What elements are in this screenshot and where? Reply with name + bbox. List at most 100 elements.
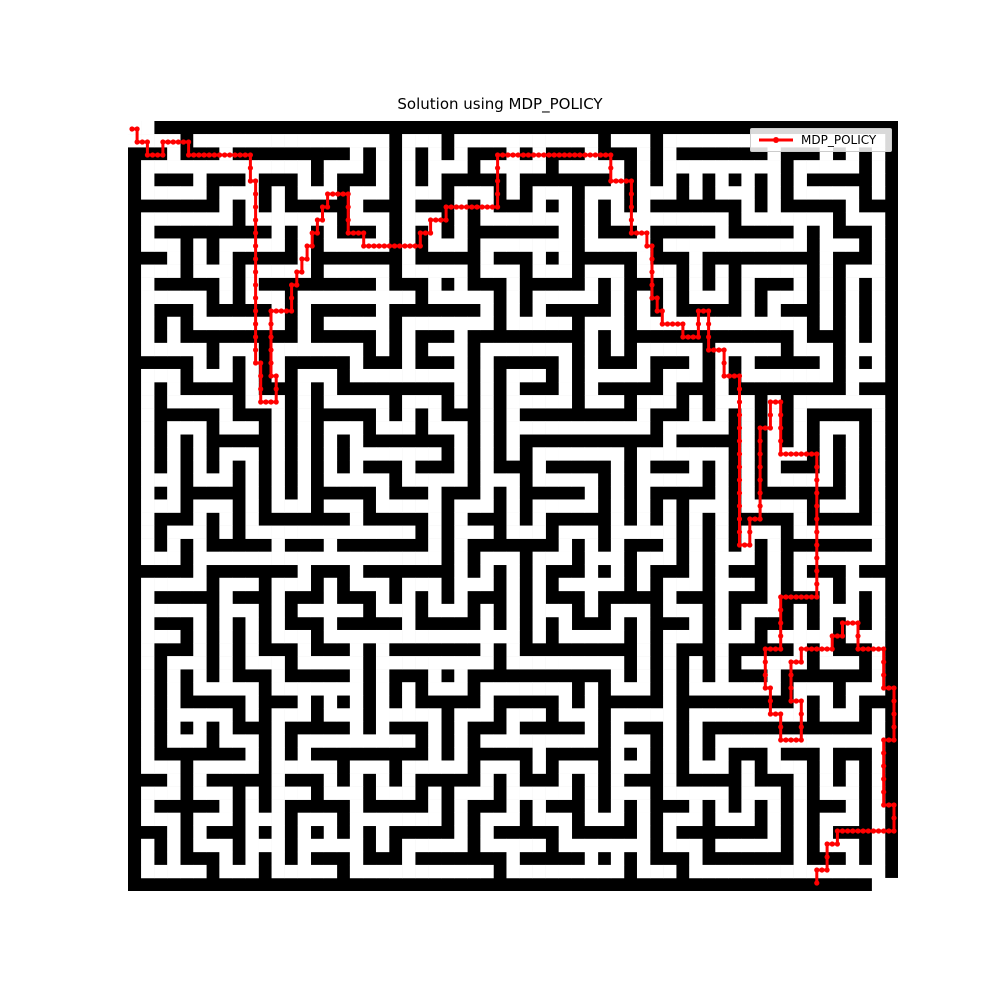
maze-open-cell xyxy=(845,499,860,513)
maze-open-cell xyxy=(402,760,416,774)
path-point xyxy=(186,139,192,145)
maze-open-cell xyxy=(858,577,873,592)
maze-open-cell xyxy=(754,838,768,853)
maze-open-cell xyxy=(806,368,820,383)
maze-open-cell xyxy=(636,864,651,879)
maze-open-cell xyxy=(610,486,625,500)
maze-open-cell xyxy=(819,238,834,252)
maze-open-cell xyxy=(336,342,351,357)
maze-open-cell xyxy=(206,786,220,800)
maze-open-cell xyxy=(689,669,703,683)
maze-open-cell xyxy=(506,447,520,461)
maze-open-cell xyxy=(610,812,625,827)
maze-open-cell xyxy=(245,695,259,709)
path-point xyxy=(891,724,897,730)
maze-open-cell xyxy=(349,525,364,539)
maze-open-cell xyxy=(180,421,194,435)
path-point xyxy=(386,243,392,249)
maze-open-cell xyxy=(193,447,207,461)
maze-open-cell xyxy=(650,525,664,539)
path-point xyxy=(474,204,480,210)
path-point xyxy=(572,152,578,158)
path-point xyxy=(788,685,794,691)
maze-open-cell xyxy=(245,812,259,827)
maze-open-cell xyxy=(441,473,455,487)
maze-open-cell xyxy=(689,134,703,148)
path-point xyxy=(582,152,588,158)
path-point xyxy=(155,152,161,158)
maze-open-cell xyxy=(532,590,546,605)
maze-open-cell xyxy=(506,303,520,318)
maze-open-cell xyxy=(584,851,599,866)
maze-open-cell xyxy=(141,225,155,239)
maze-open-cell xyxy=(428,669,442,683)
chart-title: Solution using MDP_POLICY xyxy=(397,95,603,113)
maze-open-cell xyxy=(584,629,599,644)
maze-open-cell xyxy=(858,629,873,644)
maze-open-cell xyxy=(323,708,338,722)
path-point xyxy=(428,230,434,236)
maze-open-cell xyxy=(375,525,390,539)
maze-open-cell xyxy=(519,838,533,853)
maze-open-cell xyxy=(715,499,729,513)
maze-open-cell xyxy=(636,303,651,318)
maze-open-cell xyxy=(154,264,168,278)
maze-open-cell xyxy=(636,368,651,383)
maze-open-cell xyxy=(232,160,246,174)
maze-open-cell xyxy=(689,812,703,827)
maze-open-cell xyxy=(193,251,207,265)
maze-open-cell xyxy=(193,186,207,200)
path-point xyxy=(757,438,763,444)
maze-open-cell xyxy=(141,486,155,500)
maze-open-cell xyxy=(519,134,533,148)
path-point xyxy=(773,711,779,717)
path-point xyxy=(860,828,866,834)
maze-open-cell xyxy=(297,473,312,487)
maze-open-cell xyxy=(806,682,820,696)
maze-open-cell xyxy=(650,551,664,566)
maze-open-cell xyxy=(663,134,677,148)
path-point xyxy=(870,646,877,652)
maze-open-cell xyxy=(832,525,847,539)
path-point xyxy=(706,334,712,340)
maze-open-cell xyxy=(610,734,625,748)
path-point xyxy=(397,243,403,249)
maze-open-cell xyxy=(610,368,625,383)
maze-open-cell xyxy=(754,212,768,226)
path-point xyxy=(144,139,150,145)
path-point xyxy=(253,308,259,314)
maze-open-cell xyxy=(610,395,625,409)
maze-open-cell xyxy=(219,786,233,800)
maze-open-cell xyxy=(532,838,546,853)
maze-open-cell xyxy=(545,238,559,252)
maze-open-cell xyxy=(323,342,338,357)
maze-open-cell xyxy=(245,134,259,148)
maze-open-cell xyxy=(141,421,155,435)
maze-open-cell xyxy=(871,656,886,670)
maze-open-cell xyxy=(389,603,403,618)
maze-open-cell xyxy=(219,812,233,827)
maze-open-cell xyxy=(545,447,559,461)
maze-open-cell xyxy=(545,499,559,513)
maze-open-cell xyxy=(715,577,729,592)
maze-open-cell xyxy=(389,447,403,461)
maze-open-cell xyxy=(610,277,625,291)
path-point xyxy=(809,646,815,652)
path-point xyxy=(464,204,470,210)
maze-open-cell xyxy=(428,160,442,174)
maze-open-cell xyxy=(362,368,377,383)
path-point xyxy=(134,126,140,132)
maze-open-cell xyxy=(219,421,233,435)
maze-open-cell xyxy=(532,251,546,265)
path-point xyxy=(695,321,702,327)
maze-open-cell xyxy=(610,864,625,879)
maze-open-cell xyxy=(284,212,298,226)
maze-open-cell xyxy=(506,760,520,774)
maze-open-cell xyxy=(193,264,207,278)
maze-open-cell xyxy=(845,656,860,670)
maze-open-cell xyxy=(506,629,520,644)
maze-open-cell xyxy=(702,499,716,513)
maze-open-cell xyxy=(480,695,494,709)
maze-open-cell xyxy=(336,499,351,513)
maze-open-cell xyxy=(506,551,520,566)
